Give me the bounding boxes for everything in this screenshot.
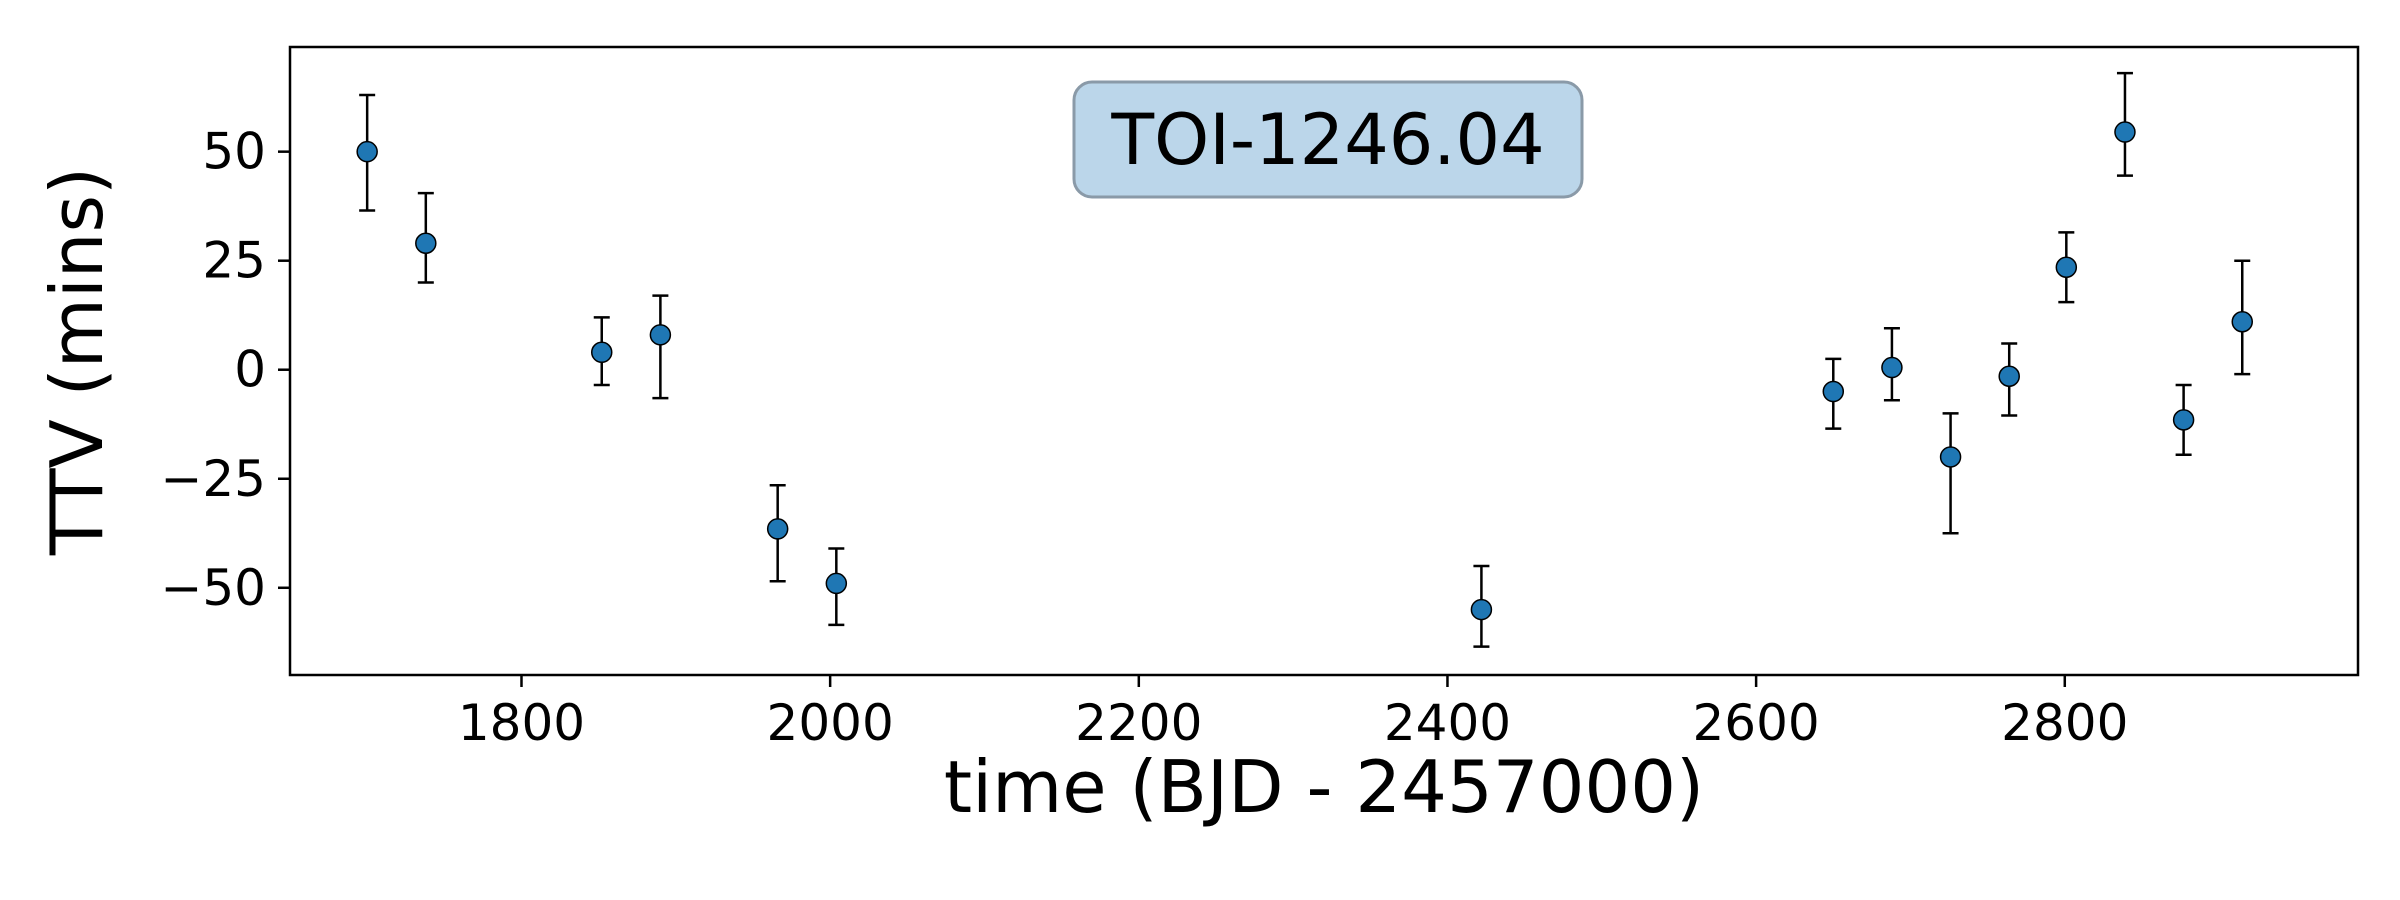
data-point: [590, 341, 613, 364]
annotation-label: TOI-1246.04: [1110, 99, 1544, 181]
data-point: [2231, 311, 2254, 333]
y-tick-label: −50: [160, 559, 266, 617]
x-axis-title: time (BJD - 2457000): [944, 745, 1704, 829]
y-tick-label: 0: [234, 341, 266, 399]
y-tick-label: 50: [202, 123, 266, 181]
data-point: [825, 572, 848, 595]
x-tick-label: 1800: [458, 694, 585, 752]
data-point: [766, 518, 789, 540]
y-tick-label: −25: [160, 450, 266, 508]
data-point: [1822, 380, 1845, 403]
data-point: [1939, 446, 1962, 468]
x-tick-label: 2800: [2001, 694, 2128, 752]
data-point: [1881, 356, 1903, 379]
x-tick-label: 2400: [1384, 694, 1511, 752]
x-tick-label: 2600: [1692, 694, 1819, 752]
data-point: [1470, 598, 1493, 621]
plot-frame: [288, 45, 2360, 677]
data-point: [356, 140, 378, 163]
data-point: [1998, 365, 2020, 388]
data-point: [2114, 121, 2136, 143]
y-axis-title: TTV (mins): [35, 167, 119, 556]
data-points: [356, 121, 2254, 621]
y-axis-ticks: 50 25 0 −25 −50: [160, 123, 290, 617]
error-bar: [1942, 412, 1959, 535]
x-tick-label: 2200: [1075, 694, 1202, 752]
x-axis-ticks: 1800 2000 2200 2400 2600 2800: [458, 675, 2128, 752]
y-tick-label: 25: [202, 232, 266, 290]
x-tick-label: 2000: [767, 694, 894, 752]
annotation-box: TOI-1246.04: [1072, 80, 1584, 199]
data-point: [415, 232, 437, 254]
data-point: [2055, 256, 2078, 278]
data-point: [649, 324, 672, 346]
error-bar: [652, 294, 669, 400]
data-point: [2172, 409, 2195, 431]
